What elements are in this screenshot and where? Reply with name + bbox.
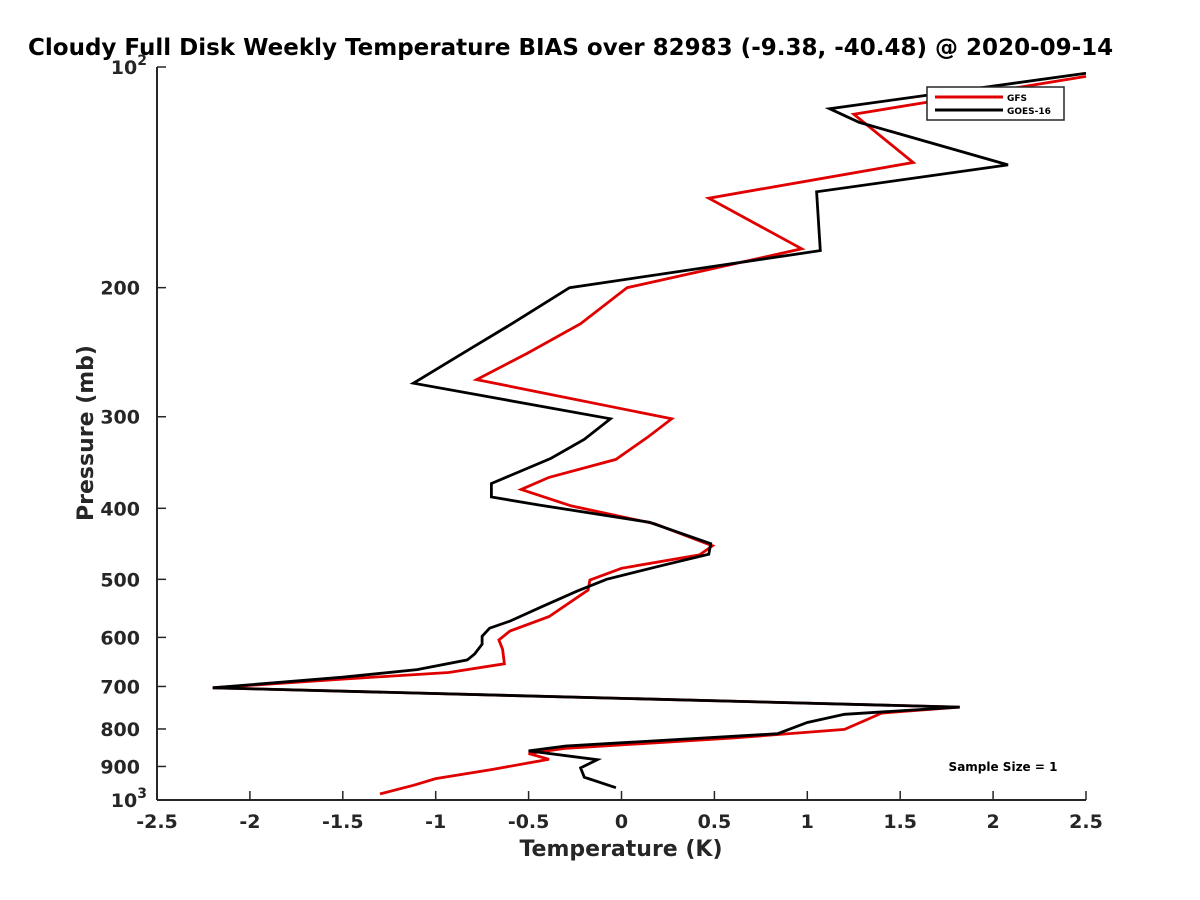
- x-tick-label: -1: [425, 811, 446, 833]
- sample-size-annotation: Sample Size = 1: [949, 760, 1058, 774]
- y-tick-label: 300: [100, 407, 140, 429]
- x-tick-label: 0: [615, 811, 628, 833]
- y-tick-label: 103: [111, 786, 147, 812]
- y-tick-base: 10: [111, 790, 137, 812]
- x-tick-label: 1.5: [883, 811, 917, 833]
- x-tick-label: 1: [801, 811, 814, 833]
- legend-label-gfs: GFS: [1007, 94, 1027, 104]
- y-tick-base: 10: [111, 57, 137, 79]
- y-tick-label: 700: [100, 676, 140, 698]
- legend-box: [926, 86, 1065, 121]
- series-lines: [212, 71, 1087, 796]
- y-tick-exponent: 2: [137, 53, 147, 69]
- x-tick-label: 2: [986, 811, 999, 833]
- y-axis-label: Pressure (mb): [74, 345, 99, 521]
- y-tick-label: 900: [100, 756, 140, 778]
- x-tick-label: -2.5: [136, 811, 178, 833]
- y-tick-label: 102: [111, 53, 147, 79]
- y-tick-label: 500: [100, 569, 140, 591]
- y-tick-exponent: 3: [137, 786, 147, 802]
- x-tick-label: 0.5: [698, 811, 732, 833]
- y-tick-label: 600: [100, 627, 140, 649]
- series-line-gfs: [212, 75, 1087, 796]
- plot-area: -2.5 -2 -1.5 -1 -0.5 0 0.5 1 1.5 2 2.5 10220030040…: [100, 53, 1103, 833]
- series-line-goes16: [212, 71, 1087, 790]
- legend-label-goes16: GOES-16: [1007, 107, 1051, 117]
- chart-title: Cloudy Full Disk Weekly Temperature BIAS…: [28, 35, 1113, 61]
- y-tick-label: 800: [100, 719, 140, 741]
- x-tick-label: -1.5: [322, 811, 364, 833]
- y-tick-label: 400: [100, 498, 140, 520]
- x-axis-label: Temperature (K): [519, 837, 722, 862]
- y-tick-label: 200: [100, 278, 140, 300]
- x-tick-label: 2.5: [1069, 811, 1103, 833]
- x-tick-label: -2: [239, 811, 260, 833]
- x-ticks: -2.5 -2 -1.5 -1 -0.5 0 0.5 1 1.5 2 2.5: [136, 791, 1103, 833]
- legend: GFS GOES-16: [926, 86, 1065, 121]
- x-tick-label: -0.5: [508, 811, 550, 833]
